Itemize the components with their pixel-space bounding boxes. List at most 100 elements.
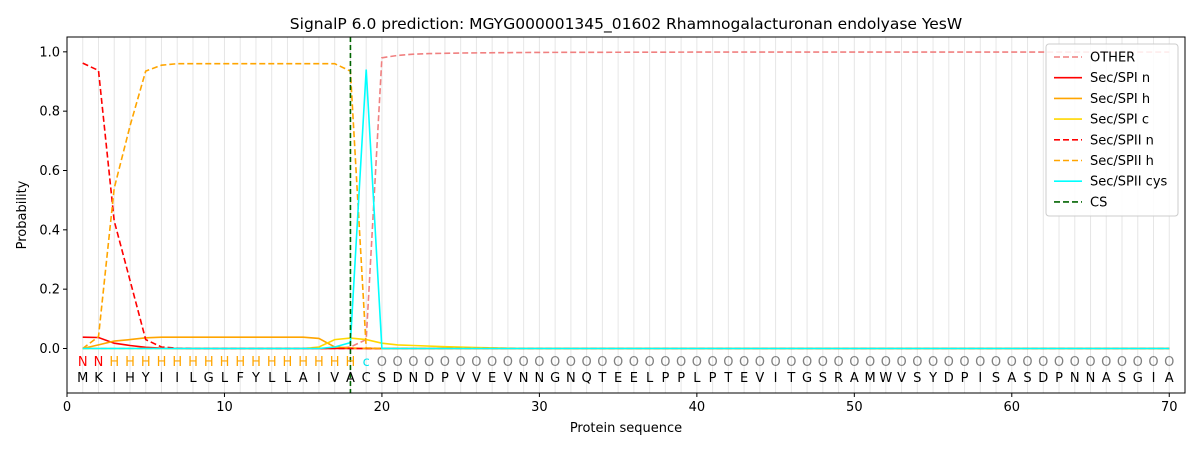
x-axis: 0 10 20 30 40 50 60 70: [63, 393, 1178, 415]
residue-letter: Q: [582, 371, 592, 386]
residue-letter: A: [299, 371, 308, 386]
residue-letter: V: [456, 371, 465, 386]
residue-letter: P: [677, 371, 685, 386]
residue-letter: S: [913, 371, 921, 386]
region-label: O: [660, 355, 670, 370]
residue-letter: D: [424, 371, 434, 386]
y-tick-label: 0.8: [39, 105, 60, 120]
residue-letter: N: [1086, 371, 1096, 386]
region-label: O: [1148, 355, 1158, 370]
residue-letter: F: [236, 371, 243, 386]
residue-letter: I: [1152, 371, 1156, 386]
region-label: O: [1117, 355, 1127, 370]
residue-letter: P: [1055, 371, 1063, 386]
region-label: O: [393, 355, 403, 370]
legend-label: CS: [1090, 195, 1107, 210]
region-label: O: [849, 355, 859, 370]
region-label: O: [1085, 355, 1095, 370]
residue-letter: S: [1118, 371, 1126, 386]
residue-letter: Y: [251, 371, 260, 386]
region-label: O: [975, 355, 985, 370]
region-label: H: [220, 355, 230, 370]
y-tick-label: 0.6: [39, 164, 60, 179]
region-label: c: [363, 355, 370, 370]
region-label: O: [1133, 355, 1143, 370]
residue-letter: D: [393, 371, 403, 386]
residue-letter: G: [204, 371, 214, 386]
residue-letter: Y: [141, 371, 150, 386]
region-label: H: [235, 355, 245, 370]
region-label: H: [141, 355, 151, 370]
residue-letter: L: [693, 371, 701, 386]
residue-letter: A: [850, 371, 859, 386]
region-label: O: [881, 355, 891, 370]
residue-letter: L: [189, 371, 197, 386]
region-label: O: [629, 355, 639, 370]
residue-letter: S: [819, 371, 827, 386]
residue-letter: V: [472, 371, 481, 386]
x-tick-label: 70: [1161, 400, 1178, 415]
residue-letter: D: [1038, 371, 1048, 386]
region-label: O: [1022, 355, 1032, 370]
legend-label: Sec/SPII n: [1090, 133, 1154, 148]
region-label: O: [424, 355, 434, 370]
series-line: [82, 337, 1170, 350]
region-label: O: [1164, 355, 1174, 370]
region-label: H: [188, 355, 198, 370]
region-label: O: [991, 355, 1001, 370]
grid-lines: [82, 37, 1170, 393]
region-label: O: [1101, 355, 1111, 370]
residue-letter: P: [661, 371, 669, 386]
residue-letter: I: [112, 371, 116, 386]
region-label: O: [912, 355, 922, 370]
region-label: O: [550, 355, 560, 370]
sequence-annotations: NMNKHIHHHYHIHIHLHGHLHFHYHLHLHAHIHVHAcCOS…: [77, 355, 1174, 386]
y-tick-label: 1.0: [39, 45, 60, 60]
x-tick-label: 40: [689, 400, 706, 415]
x-axis-title: Protein sequence: [570, 421, 682, 436]
region-label: O: [739, 355, 749, 370]
region-label: O: [786, 355, 796, 370]
residue-letter: I: [160, 371, 164, 386]
region-label: O: [865, 355, 875, 370]
x-tick-label: 20: [374, 400, 391, 415]
region-label: H: [204, 355, 214, 370]
residue-letter: G: [802, 371, 812, 386]
region-label: O: [944, 355, 954, 370]
y-tick-label: 0.4: [39, 223, 60, 238]
residue-letter: L: [221, 371, 229, 386]
region-label: H: [251, 355, 261, 370]
region-label: N: [94, 355, 104, 370]
residue-letter: V: [503, 371, 512, 386]
residue-letter: G: [550, 371, 560, 386]
region-label: H: [298, 355, 308, 370]
region-label: O: [755, 355, 765, 370]
region-label: O: [534, 355, 544, 370]
residue-letter: P: [441, 371, 449, 386]
legend-label: OTHER: [1090, 51, 1135, 66]
residue-letter: N: [535, 371, 545, 386]
legend-label: Sec/SPII cys: [1090, 175, 1168, 190]
region-label: O: [456, 355, 466, 370]
residue-letter: T: [786, 371, 795, 386]
region-label: H: [267, 355, 277, 370]
residue-letter: A: [1102, 371, 1111, 386]
region-label: O: [582, 355, 592, 370]
x-tick-label: 30: [531, 400, 548, 415]
series-line: [82, 69, 1170, 350]
region-label: H: [283, 355, 293, 370]
region-label: O: [676, 355, 686, 370]
region-label: H: [346, 355, 356, 370]
residue-letter: P: [709, 371, 717, 386]
region-label: O: [1007, 355, 1017, 370]
y-axis-title: Probability: [15, 180, 30, 249]
residue-letter: E: [614, 371, 622, 386]
series-line: [82, 62, 1170, 350]
x-tick-label: 50: [846, 400, 863, 415]
region-label: O: [377, 355, 387, 370]
residue-letter: I: [774, 371, 778, 386]
residue-letter: V: [897, 371, 906, 386]
residue-letter: V: [755, 371, 764, 386]
region-label: O: [440, 355, 450, 370]
